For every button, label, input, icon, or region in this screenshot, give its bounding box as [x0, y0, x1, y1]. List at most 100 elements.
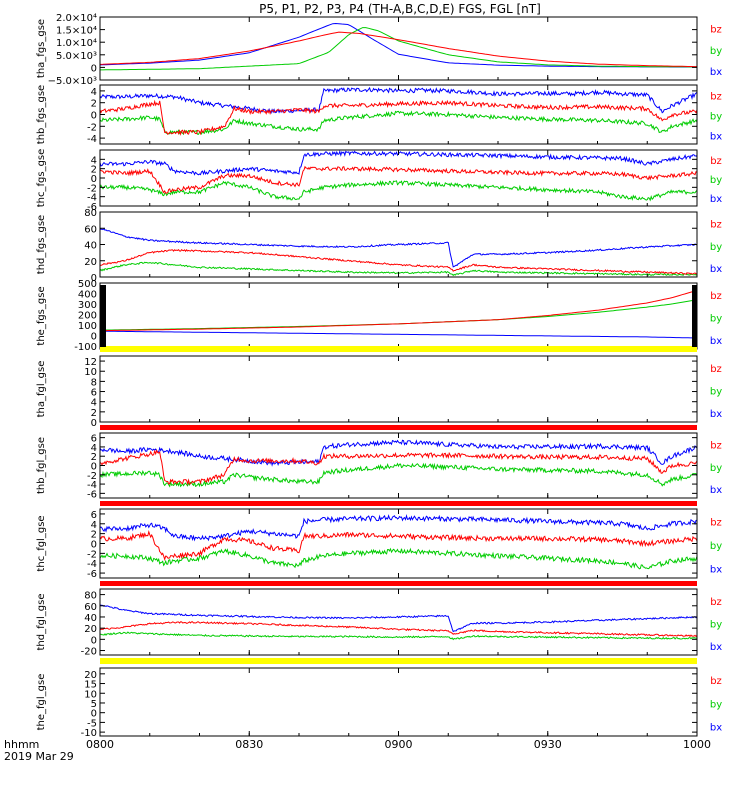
y-tick-label: -100 [74, 342, 97, 353]
y-tick-label: -2 [87, 549, 97, 560]
y-tick-label: 1.0×10⁴ [56, 38, 97, 49]
legend-by: by [710, 541, 722, 552]
y-tick-label: -6 [87, 569, 97, 580]
y-tick-label: 2 [91, 530, 97, 541]
flag-bar-yellow [100, 658, 697, 664]
x-tick-label: 0900 [385, 738, 413, 751]
y-tick-label: 300 [78, 300, 97, 311]
y-tick-label: 2 [91, 452, 97, 463]
legend-by: by [710, 313, 722, 324]
x-tick-label: 0930 [534, 738, 562, 751]
y-tick-label: 40 [84, 613, 97, 624]
y-tick-label: 0 [91, 418, 97, 429]
y-tick-label: 20 [84, 670, 97, 681]
series-by-line [100, 180, 697, 202]
y-tick-label: 2 [91, 408, 97, 419]
series-bz-line [100, 621, 697, 638]
y-tick-label: 0 [91, 462, 97, 473]
legend-bx: bx [710, 336, 722, 347]
edge-marker-left [100, 285, 106, 347]
legend-by: by [710, 46, 722, 57]
footer-date: 2019 Mar 29 [4, 750, 74, 763]
y-tick-label: 0 [91, 709, 97, 720]
y-tick-label: 6 [91, 434, 97, 445]
series-bx-line [100, 514, 697, 542]
y-tick-label: -2 [87, 471, 97, 482]
legend-bz: bz [710, 517, 722, 528]
legend-bx: bx [710, 642, 722, 653]
y-tick-label: 0 [91, 273, 97, 284]
panels-group: 2.0×10⁴1.5×10⁴1.0×10⁴5.0×10³0−5.0×10³tha… [36, 13, 722, 751]
footer-hhmm: hhmm [4, 738, 39, 751]
y-tick-label: 5 [91, 699, 97, 710]
legend-bx: bx [710, 264, 722, 275]
y-tick-label: 4 [91, 443, 97, 454]
series-by-line [100, 631, 697, 641]
plot-title: P5, P1, P2, P3, P4 (TH-A,B,C,D,E) FGS, F… [259, 2, 541, 16]
y-axis-label: tha_fgs_gse [36, 19, 47, 78]
y-tick-label: 0 [91, 174, 97, 185]
y-tick-label: -6 [87, 202, 97, 213]
y-tick-label: 0 [91, 540, 97, 551]
panel-frame [99, 508, 698, 579]
legend-bz: bz [710, 92, 722, 103]
panel-frame [99, 282, 698, 350]
series-bx-line [100, 330, 697, 339]
y-tick-label: -4 [87, 193, 97, 204]
flag-bar-red [100, 501, 697, 506]
series-bz-line [100, 530, 697, 561]
legend-by: by [710, 463, 722, 474]
panel-frame [99, 149, 698, 207]
y-tick-label: 12 [84, 357, 97, 368]
legend-bz: bz [710, 156, 722, 167]
legend-by: by [710, 112, 722, 123]
y-axis-label: tha_fgl_gse [36, 361, 47, 418]
legend-bz: bz [710, 597, 722, 608]
y-tick-label: 0 [91, 63, 97, 74]
y-tick-label: -2 [87, 183, 97, 194]
panel-thd_fgs_gse: 80 60 40 20 0 thd_fgs_gse bz by bx [36, 208, 722, 284]
series-by-line [100, 27, 697, 71]
y-tick-label: 0 [91, 111, 97, 122]
legend-by: by [710, 175, 722, 186]
panel-thb_fgs_gse: 420-2-4 thb_fgs_gse bz by bx [36, 84, 722, 145]
legend-bz: bz [710, 441, 722, 452]
y-tick-label: 2.0×10⁴ [56, 13, 97, 24]
y-tick-label: 6 [91, 510, 97, 521]
y-tick-label: 80 [84, 591, 97, 602]
series-bx-line [100, 439, 697, 467]
y-tick-label: 60 [84, 602, 97, 613]
y-tick-label: 0 [91, 331, 97, 342]
y-tick-label: 10 [84, 367, 97, 378]
y-tick-label: 60 [84, 224, 97, 235]
y-tick-label: -10 [81, 728, 97, 739]
series-bz-line [100, 165, 697, 194]
series-bz-line [100, 31, 697, 68]
series-by-line [100, 547, 697, 570]
x-tick-label: 1000 [683, 738, 711, 751]
y-axis-label: the_fgl_gse [36, 674, 47, 731]
legend-bx: bx [710, 409, 722, 420]
y-tick-label: 0 [91, 635, 97, 646]
series-bz-line [100, 449, 697, 486]
y-tick-label: 10 [84, 689, 97, 700]
y-tick-label: -4 [87, 559, 97, 570]
y-axis-label: thc_fgl_gse [36, 515, 47, 571]
legend-bx: bx [710, 564, 722, 575]
legend-bz: bz [710, 676, 722, 687]
legend-bz: bz [710, 24, 722, 35]
y-tick-label: 100 [78, 321, 97, 332]
legend-bz: bz [710, 220, 722, 231]
series-bx-line [100, 22, 697, 68]
y-axis-label: thb_fgs_gse [36, 85, 47, 144]
series-bx-line [100, 86, 697, 114]
legend-bx: bx [710, 67, 722, 78]
y-tick-label: −5.0×10³ [48, 76, 97, 87]
series-bz-line [100, 289, 697, 332]
